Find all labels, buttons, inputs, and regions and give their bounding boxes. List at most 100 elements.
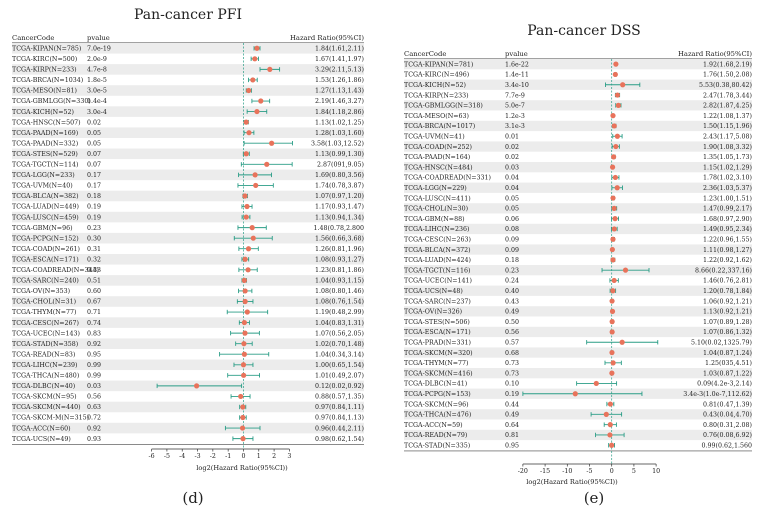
x-tick-label: -5 — [586, 468, 592, 475]
p-value: 0.56 — [505, 329, 519, 336]
hazard-ratio: 1.08(0.80,1.46) — [315, 288, 364, 295]
hazard-ratio: 3.29(2.11,5.13) — [315, 67, 364, 74]
table-row: TCGA-THYM(N=77) 0.73 1.25(035,4.51) — [404, 360, 752, 367]
p-value: 0.64 — [505, 422, 519, 429]
x-tick-label: 3 — [287, 453, 291, 460]
cancer-code: TCGA-LUSC(N=459) — [12, 214, 79, 221]
hazard-ratio: 1.20(0.78,1.84) — [703, 288, 752, 295]
p-value: 0.99 — [87, 362, 101, 369]
p-value: 3.0e-4 — [87, 109, 107, 116]
table-row: TCGA-KIRC(N=496) 1.4e-11 1.76(1.50,2.08) — [404, 72, 752, 79]
hazard-ratio: 1.04(0.83,1.31) — [315, 320, 364, 327]
table-row: TCGA-PAAD(N=164) 0.02 1.35(1.05,1.73) — [404, 154, 752, 161]
x-tick-label: -2 — [210, 453, 216, 460]
hazard-ratio: 1.25(035,4.51) — [705, 360, 752, 367]
hazard-ratio: 0.12(0.02,0.92) — [315, 383, 364, 390]
hazard-ratio: 1.76(1.50,2.08) — [703, 72, 752, 79]
p-value: 0.19 — [87, 204, 101, 211]
point-estimate — [242, 278, 247, 283]
p-value: 4.7e-8 — [87, 67, 107, 74]
table-row: TCGA-LUAD(N=424) 0.18 1.22(0.92,1.62) — [404, 257, 752, 264]
p-value: 0.17 — [87, 172, 101, 179]
p-value: 0.10 — [505, 381, 519, 388]
point-estimate — [610, 165, 615, 170]
p-value: 0.33 — [87, 267, 101, 274]
cancer-code: TCGA-GBM(N=88) — [404, 216, 465, 223]
p-value: 7.0e-19 — [87, 45, 111, 52]
cancer-code: TCGA-LIHC(N=239) — [12, 362, 77, 369]
p-value: 0.03 — [505, 164, 519, 171]
point-estimate — [244, 214, 249, 219]
p-value: 0.19 — [505, 391, 519, 398]
cancer-code: TCGA-KIPAN(N=781) — [404, 61, 473, 68]
table-row: TCGA-GBM(N=88) 0.06 1.68(0.97,2.90) — [404, 216, 752, 223]
col-header-cancercode: CancerCode — [404, 50, 446, 58]
p-value: 0.83 — [87, 330, 101, 337]
cancer-code: TCGA-CESC(N=267) — [12, 320, 79, 327]
point-estimate — [613, 144, 618, 149]
cancer-code: TCGA-LUAD(N=449) — [12, 204, 79, 211]
cancer-code: TCGA-DLBC(N=41) — [404, 381, 467, 388]
p-value: 0.01 — [505, 133, 519, 140]
cancer-code: TCGA-ACC(N=59) — [404, 422, 463, 429]
hazard-ratio: 0.09(4.2e-3,2.14) — [697, 381, 752, 388]
hazard-ratio: 1.67(1.41,1.97) — [315, 56, 364, 63]
table-row: TCGA-BRCA(N=1034) 1.8e-5 1.53(1.26,1.86) — [12, 77, 364, 84]
table-row: TCGA-OV(N=353) 0.60 1.08(0.80,1.46) — [12, 288, 364, 295]
x-tick-label: -15 — [540, 468, 550, 475]
point-estimate — [240, 436, 245, 441]
cancer-code: TCGA-CESC(N=263) — [404, 236, 471, 243]
hazard-ratio: 2.43(1.17,5.08) — [703, 133, 752, 140]
p-value: 0.71 — [87, 309, 101, 316]
point-estimate — [610, 113, 615, 118]
hazard-ratio: 1.06(0.92,1.21) — [703, 298, 752, 305]
point-estimate — [609, 371, 614, 376]
hazard-ratio: 2.82(1.87,4.25) — [703, 103, 752, 110]
p-value: 0.18 — [505, 257, 519, 264]
col-header-pvalue: pvalue — [87, 34, 110, 42]
p-value: 0.17 — [87, 183, 101, 190]
col-header-hazard-ratio: Hazard Ratio(95%CI) — [290, 34, 364, 42]
table-row: TCGA-SKCM(N=95) 0.56 0.88(0.57,1.35) — [12, 394, 364, 401]
p-value: 0.09 — [505, 236, 519, 243]
hazard-ratio: 1.47(0.99,2.17) — [703, 206, 752, 213]
cancer-code: TCGA-BRCA(N=1034) — [12, 77, 83, 84]
table-row: TCGA-STAD(N=335) 0.95 0.99(0.62,1.560 — [404, 442, 752, 449]
p-value: 0.04 — [505, 175, 519, 182]
p-value: 1.8e-5 — [87, 77, 107, 84]
p-value: 0.56 — [87, 394, 101, 401]
hazard-ratio: 3.58(1.03,12.52) — [311, 140, 364, 147]
table-row: TCGA-DLBC(N=41) 0.10 0.09(4.2e-3,2.14) — [404, 381, 752, 388]
point-estimate — [613, 62, 618, 67]
cancer-code: TCGA-OV(N=353) — [12, 288, 70, 295]
point-estimate — [246, 130, 251, 135]
cancer-code: TCGA-THCA(N=480) — [12, 373, 79, 380]
table-row: TCGA-MESO(N=63) 1.2e-3 1.22(1.08,1.37) — [404, 113, 752, 120]
table-row: TCGA-UVM(N=41) 0.01 2.43(1.17,5.08) — [404, 133, 752, 140]
table-row: TCGA-STES(N=506) 0.50 1.07(0.89,1.28) — [404, 319, 752, 326]
x-tick-label: -1 — [225, 453, 231, 460]
p-value: 0.74 — [87, 320, 101, 327]
hazard-ratio: 1.03(0.87,1.22) — [703, 370, 752, 377]
table-row: TCGA-READ(N=83) 0.95 1.04(0.34,3.14) — [12, 351, 364, 358]
p-value: 2.0e-9 — [87, 56, 107, 63]
p-value: 0.19 — [87, 214, 101, 221]
hazard-ratio: 2.36(1.03,5.37) — [703, 185, 752, 192]
point-estimate — [620, 82, 625, 87]
cancer-code: TCGA-LGG(N=233) — [12, 172, 75, 179]
hazard-ratio: 0.97(0.84,1.11) — [315, 404, 364, 411]
forest-plot-pfi: Pan-cancer PFI CancerCode pvalue Hazard … — [12, 7, 364, 507]
p-value: 1.4e-4 — [87, 98, 107, 105]
point-estimate — [615, 185, 620, 190]
p-value: 3.1e-3 — [505, 123, 525, 130]
cancer-code: TCGA-UCEC(N=141) — [404, 278, 472, 285]
point-estimate — [243, 257, 248, 262]
hazard-ratio: 1.48(0.78,2.800 — [313, 225, 364, 232]
table-row: TCGA-KIRC(N=500) 2.0e-9 1.67(1.41,1.97) — [12, 56, 364, 63]
cancer-code: TCGA-UVM(N=41) — [404, 133, 465, 140]
point-estimate — [623, 268, 628, 273]
point-estimate — [573, 391, 578, 396]
hazard-ratio: 1.22(0.92,1.62) — [703, 257, 752, 264]
hazard-ratio: 1.22(1.08,1.37) — [703, 113, 752, 120]
point-estimate — [610, 288, 615, 293]
